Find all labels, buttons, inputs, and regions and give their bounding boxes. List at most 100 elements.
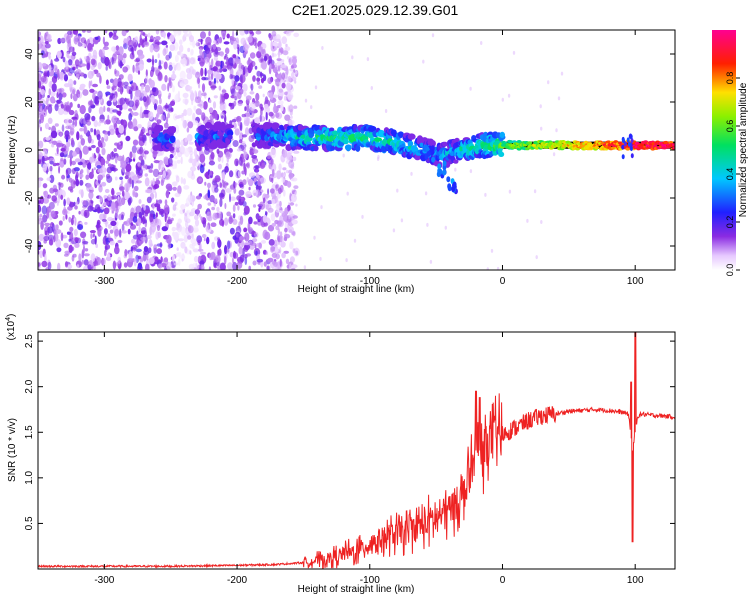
- noise-speck: [117, 133, 121, 138]
- noise-speck: [366, 57, 370, 62]
- noise-speck: [61, 143, 67, 152]
- noise-speck: [217, 249, 220, 256]
- noise-speck: [117, 239, 123, 244]
- noise-speck: [260, 107, 264, 111]
- noise-speck: [211, 206, 216, 211]
- noise-speck: [512, 50, 516, 55]
- noise-speck: [243, 43, 249, 52]
- noise-speck: [113, 32, 117, 37]
- noise-speck: [68, 46, 75, 53]
- noise-speck: [204, 77, 209, 81]
- signal-blob: [430, 140, 436, 148]
- noise-speck: [255, 250, 258, 256]
- noise-speck: [270, 157, 273, 167]
- noise-speck: [48, 126, 51, 130]
- noise-speck: [111, 201, 116, 210]
- noise-speck: [218, 36, 223, 44]
- noise-speck: [148, 168, 153, 173]
- noise-speck: [80, 63, 87, 67]
- noise-speck: [267, 188, 270, 195]
- noise-speck: [236, 44, 240, 50]
- noise-speck: [256, 51, 262, 59]
- x-tick-label: 0: [500, 276, 506, 287]
- noise-speck: [40, 126, 42, 132]
- noise-speck: [44, 41, 49, 45]
- noise-speck: [82, 89, 89, 96]
- noise-speck: [155, 177, 159, 183]
- signal-blob: [271, 122, 279, 130]
- noise-speck: [144, 177, 150, 187]
- noise-speck: [152, 151, 158, 155]
- noise-speck: [103, 195, 108, 199]
- noise-speck: [293, 105, 298, 109]
- noise-speck: [289, 256, 295, 263]
- noise-speck: [38, 200, 42, 204]
- noise-speck: [221, 155, 224, 163]
- noise-speck: [50, 96, 55, 104]
- noise-speck: [43, 70, 48, 78]
- noise-speck: [208, 252, 214, 261]
- noise-speck: [130, 124, 135, 129]
- noise-speck: [204, 181, 207, 186]
- noise-speck: [290, 65, 294, 69]
- noise-speck: [225, 47, 230, 55]
- noise-speck: [60, 194, 63, 200]
- noise-speck: [68, 67, 75, 74]
- noise-speck: [267, 59, 270, 66]
- burst-blob: [622, 138, 625, 144]
- noise-speck: [263, 74, 267, 82]
- noise-speck: [38, 204, 42, 213]
- noise-speck: [74, 205, 78, 210]
- noise-speck: [119, 97, 126, 106]
- noise-speck: [248, 265, 251, 270]
- noise-speck: [240, 37, 247, 45]
- noise-speck: [93, 120, 99, 128]
- noise-speck: [110, 93, 116, 99]
- noise-speck: [214, 198, 218, 204]
- noise-speck: [111, 190, 115, 196]
- noise-speck: [270, 245, 274, 253]
- noise-speck: [146, 58, 152, 63]
- noise-speck: [130, 90, 133, 100]
- noise-speck: [212, 43, 217, 50]
- noise-speck: [228, 170, 234, 178]
- noise-speck: [273, 94, 279, 98]
- noise-speck: [191, 233, 194, 239]
- noise-speck: [109, 229, 114, 234]
- noise-speck: [101, 218, 107, 222]
- noise-speck: [267, 257, 274, 263]
- noise-speck: [226, 33, 230, 39]
- colorbar-label: Normalized spectral amplitude: [738, 82, 749, 217]
- noise-speck: [225, 188, 232, 193]
- noise-speck: [182, 178, 186, 185]
- noise-speck: [125, 157, 130, 163]
- noise-speck: [68, 244, 73, 253]
- noise-speck: [65, 141, 69, 152]
- noise-speck: [176, 247, 179, 252]
- signal-blob: [225, 124, 235, 129]
- chart-title: C2E1.2025.029.12.39.G01: [292, 2, 459, 18]
- noise-speck: [208, 30, 211, 37]
- noise-speck: [127, 217, 132, 223]
- noise-speck: [480, 41, 483, 45]
- snr-line-layer: [38, 332, 675, 569]
- noise-speck: [176, 159, 181, 164]
- noise-speck: [169, 34, 175, 43]
- noise-speck: [146, 95, 149, 104]
- signal-blob: [355, 144, 361, 152]
- noise-speck: [182, 78, 189, 85]
- noise-speck: [184, 246, 188, 254]
- noise-speck: [213, 56, 219, 61]
- noise-speck: [552, 152, 556, 157]
- noise-speck: [44, 253, 47, 260]
- noise-speck: [83, 265, 89, 270]
- noise-speck: [196, 207, 199, 217]
- noise-speck: [172, 204, 177, 211]
- noise-speck: [122, 53, 127, 59]
- noise-speck: [115, 45, 120, 51]
- snr-y-axis-label: SNR (10 * v/v): [7, 418, 18, 482]
- noise-speck: [223, 65, 228, 69]
- noise-speck: [49, 174, 55, 184]
- noise-speck: [112, 109, 118, 113]
